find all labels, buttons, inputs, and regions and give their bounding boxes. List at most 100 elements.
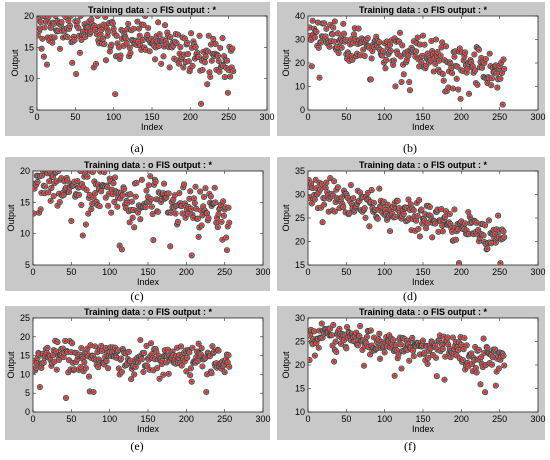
fis-output-point xyxy=(200,364,205,369)
fis-output-point xyxy=(377,356,383,361)
fis-output-point xyxy=(63,16,68,19)
fis-output-point xyxy=(315,20,321,25)
fis-output-point xyxy=(72,37,77,42)
fis-output-point xyxy=(128,376,134,381)
fis-output-point xyxy=(217,69,222,74)
fis-output-point xyxy=(226,352,231,358)
fis-output-point xyxy=(214,220,219,225)
fis-output-point xyxy=(316,345,321,350)
fis-output-point xyxy=(492,347,498,352)
y-axis-label: Output xyxy=(6,204,16,232)
fis-output-point xyxy=(102,171,107,175)
fis-output-point xyxy=(205,49,211,54)
fis-output-point xyxy=(184,355,190,360)
fis-output-point xyxy=(146,182,151,187)
fis-output-point xyxy=(46,16,51,19)
fis-output-point xyxy=(406,197,411,202)
fis-output-point xyxy=(102,362,107,367)
fis-output-point xyxy=(40,173,45,178)
fis-output-point xyxy=(109,349,115,354)
fis-output-point xyxy=(220,198,226,204)
fis-output-point xyxy=(48,25,53,30)
fis-output-point xyxy=(177,190,182,195)
fis-output-point xyxy=(86,374,92,379)
fis-output-point xyxy=(79,202,84,207)
y-tick-label: 0 xyxy=(25,407,30,417)
fis-output-point xyxy=(95,364,101,370)
x-tick-label: 200 xyxy=(454,267,469,277)
fis-output-point xyxy=(196,54,201,59)
fis-output-point xyxy=(187,196,192,201)
fis-output-point xyxy=(38,19,44,25)
fis-output-point xyxy=(128,50,133,55)
fis-output-point xyxy=(428,58,433,63)
fis-output-point xyxy=(63,395,69,400)
fis-output-point xyxy=(228,74,233,79)
fis-output-point xyxy=(72,366,77,372)
fis-output-point xyxy=(384,39,390,44)
fis-output-point xyxy=(447,211,453,216)
fis-output-point xyxy=(455,64,460,69)
y-tick-label: 20 xyxy=(24,11,34,21)
fis-output-point xyxy=(155,209,161,214)
fis-output-point xyxy=(84,187,89,192)
fis-output-point xyxy=(196,234,201,239)
fis-output-point xyxy=(41,54,47,59)
fis-output-point xyxy=(203,54,208,59)
fis-output-point xyxy=(426,355,431,360)
fis-output-point xyxy=(195,50,200,55)
fis-output-point xyxy=(422,350,427,355)
fis-output-point xyxy=(381,199,387,204)
fis-output-point xyxy=(137,33,142,38)
fis-output-point xyxy=(141,350,147,355)
fis-output-point xyxy=(489,241,494,246)
fis-output-point xyxy=(479,55,484,60)
fis-output-point xyxy=(65,178,70,183)
fis-output-point xyxy=(476,347,482,352)
fis-output-point xyxy=(66,189,72,194)
fis-output-point xyxy=(499,60,504,65)
fis-output-point xyxy=(393,84,398,89)
fis-output-point xyxy=(323,185,328,190)
fis-output-point xyxy=(472,68,478,73)
training-data-point xyxy=(77,16,84,20)
fis-output-point xyxy=(50,174,56,179)
x-tick-label: 50 xyxy=(66,414,76,424)
data-points xyxy=(308,320,508,396)
fis-output-point xyxy=(146,357,151,362)
fis-output-point xyxy=(145,32,150,37)
x-axis-label: Index xyxy=(412,277,435,287)
fis-output-point xyxy=(314,29,319,34)
fis-output-point xyxy=(139,177,145,182)
fis-output-point xyxy=(433,355,439,360)
fis-output-point xyxy=(331,359,337,364)
fis-output-point xyxy=(83,222,89,227)
fis-output-point xyxy=(202,60,208,65)
y-tick-label: 20 xyxy=(295,360,305,370)
fis-output-point xyxy=(469,60,474,65)
fis-output-point xyxy=(440,229,446,234)
fis-output-point xyxy=(120,192,125,197)
fis-output-point xyxy=(156,43,162,48)
fis-output-point xyxy=(92,190,98,196)
fis-output-point xyxy=(462,367,468,372)
fis-output-point xyxy=(159,61,164,66)
fis-output-point xyxy=(339,194,344,200)
fis-output-point xyxy=(50,40,55,45)
y-axis-label: Output xyxy=(281,204,291,232)
fis-output-point xyxy=(350,57,355,62)
fis-output-point xyxy=(132,372,137,377)
x-tick-label: 100 xyxy=(106,112,121,122)
fis-output-point xyxy=(171,43,176,48)
fis-output-point xyxy=(91,195,96,200)
fis-output-point xyxy=(319,321,324,326)
fis-output-point xyxy=(450,86,456,91)
fis-output-point xyxy=(460,357,466,362)
fis-output-point xyxy=(51,193,56,198)
fis-output-point xyxy=(135,210,141,215)
fis-output-point xyxy=(188,30,194,36)
y-tick-label: 5 xyxy=(29,105,34,115)
fis-output-point xyxy=(157,31,162,37)
fis-output-point xyxy=(427,204,433,209)
